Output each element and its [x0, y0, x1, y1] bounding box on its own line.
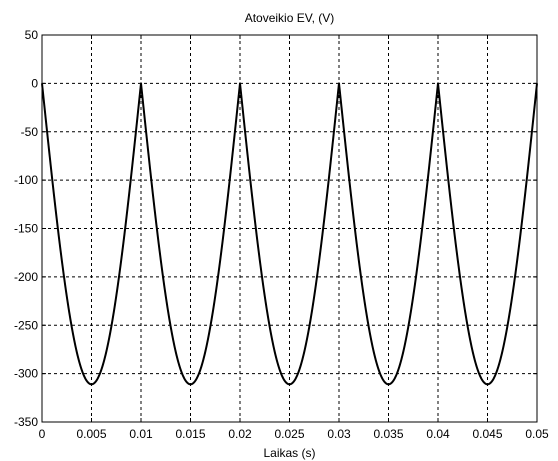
y-tick-label: -250	[14, 318, 38, 332]
y-tick-label: -150	[14, 222, 38, 236]
y-tick-label: -350	[14, 415, 38, 429]
y-axis-ticks: 50 0 -50 -100 -150 -200 -250 -300 -350	[14, 28, 537, 429]
x-tick-label: 0.005	[76, 427, 106, 441]
y-tick-label: 50	[25, 28, 39, 42]
y-tick-label: -200	[14, 270, 38, 284]
x-tick-label: 0.045	[472, 427, 502, 441]
x-axis-ticks: 0 0.005 0.01 0.015 0.02 0.025 0.03 0.035 0.04 0.0…	[39, 35, 549, 441]
x-tick-label: 0.015	[175, 427, 205, 441]
chart-title: Atoveikio EV, (V)	[245, 11, 335, 25]
x-tick-label: 0.04	[426, 427, 450, 441]
y-tick-label: 0	[31, 76, 38, 90]
y-tick-label: -50	[21, 125, 39, 139]
x-tick-label: 0.03	[327, 427, 351, 441]
series-layer	[41, 82, 538, 386]
x-tick-label: 0.035	[373, 427, 403, 441]
x-tick-label: 0.025	[274, 427, 304, 441]
x-tick-label: 0.02	[228, 427, 252, 441]
x-tick-label: 0	[39, 427, 46, 441]
x-tick-label: 0.01	[129, 427, 153, 441]
grid-lines	[42, 35, 537, 422]
x-tick-label: 0.05	[525, 427, 549, 441]
y-tick-label: -300	[14, 367, 38, 381]
y-tick-label: -100	[14, 173, 38, 187]
series-line	[41, 82, 538, 386]
x-axis-label: Laikas (s)	[263, 446, 315, 460]
